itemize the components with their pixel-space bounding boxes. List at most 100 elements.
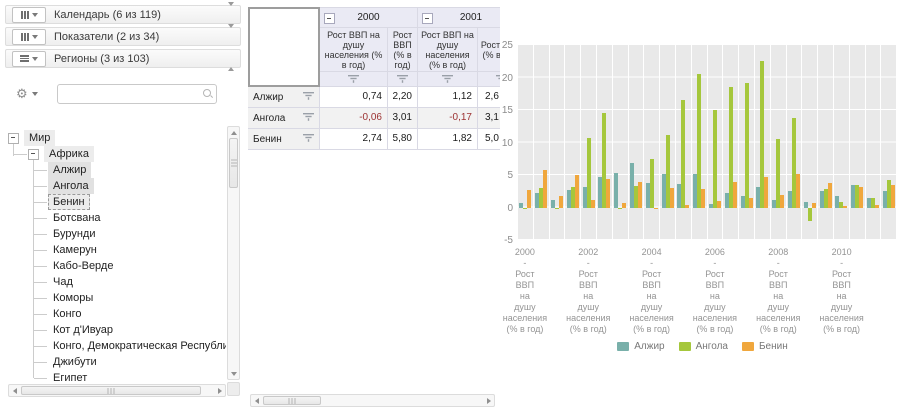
tree-item-Конго[interactable]: Конго: [0, 306, 226, 322]
regions-layout-button[interactable]: [12, 50, 46, 67]
bar-Алжир: [614, 173, 619, 208]
scroll-left-arrow[interactable]: [9, 385, 20, 396]
collapse-expander-icon[interactable]: [28, 148, 39, 160]
collapse-chevron-icon[interactable]: [228, 49, 234, 71]
filter-funnel-icon[interactable]: [348, 70, 359, 88]
row-header-Алжир[interactable]: Алжир: [248, 87, 320, 108]
x-axis-tick-label: 2000- Рост ВВП на душу населения (% в год): [502, 247, 548, 334]
tree-item-Ботсвана[interactable]: Ботсвана: [0, 210, 226, 226]
table-horizontal-scrollbar[interactable]: [250, 394, 495, 407]
bar-Ангола: [870, 197, 875, 208]
tree-item-Алжир[interactable]: Алжир: [0, 162, 226, 178]
filter-funnel-icon[interactable]: [303, 91, 314, 103]
scrollbar-thumb[interactable]: [21, 386, 201, 395]
filter-funnel-icon[interactable]: [303, 112, 314, 124]
tree-item-Бурунди[interactable]: Бурунди: [0, 226, 226, 242]
filter-funnel-icon[interactable]: [442, 70, 453, 88]
gear-icon: ⚙: [16, 86, 28, 101]
tree-item-label[interactable]: Кот д'Ивуар: [53, 324, 114, 336]
calendar-layout-button[interactable]: [12, 6, 46, 23]
tree-settings-button[interactable]: ⚙: [16, 87, 38, 100]
tree-item-Камерун[interactable]: Камерун: [0, 242, 226, 258]
tree-item-label[interactable]: Африка: [44, 146, 94, 162]
scrollbar-thumb[interactable]: [229, 138, 238, 188]
legend-label: Бенин: [758, 341, 788, 352]
year-label: 2001: [459, 12, 483, 23]
filter-funnel-icon[interactable]: [397, 70, 408, 88]
legend-item-Алжир: Алжир: [617, 341, 665, 352]
bar-Бенин: [622, 202, 627, 208]
bar-Алжир: [819, 190, 824, 208]
collapse-minus-icon[interactable]: [422, 13, 433, 24]
tree-item-Чад[interactable]: Чад: [0, 274, 226, 290]
indicators-layout-button[interactable]: [12, 28, 46, 45]
y-axis-tick-label: 25: [501, 40, 513, 51]
tree-item-label[interactable]: Ангола: [48, 178, 94, 194]
tree-item-Ангола[interactable]: Ангола: [0, 178, 226, 194]
row-header-Ангола[interactable]: Ангола: [248, 108, 320, 129]
tree-item-label[interactable]: Кабо-Верде: [53, 260, 114, 272]
chart-legend: Алжир Ангола Бенин: [505, 341, 900, 352]
panel-header-indicators[interactable]: Показатели (2 из 34): [5, 23, 241, 46]
scroll-left-arrow[interactable]: [251, 395, 262, 406]
tree-item-Кот д'Ивуар[interactable]: Кот д'Ивуар: [0, 322, 226, 338]
value-cell: 2,20: [388, 87, 418, 108]
search-icon[interactable]: [203, 89, 211, 97]
filter-funnel-icon[interactable]: [495, 70, 500, 88]
region-search-row: ⚙: [0, 84, 246, 108]
bar-Алжир: [803, 201, 808, 208]
indicator-column-header[interactable]: Рост ВВП (% в год): [478, 28, 500, 72]
tree-item-label[interactable]: Джибути: [53, 356, 97, 368]
indicator-column-header[interactable]: Рост ВВП на душу населения (% в год): [418, 28, 478, 72]
column-filter-cell[interactable]: [320, 72, 388, 87]
column-filter-cell[interactable]: [418, 72, 478, 87]
tree-item-Кабо-Верде[interactable]: Кабо-Верде: [0, 258, 226, 274]
panel-header-regions[interactable]: Регионы (3 из 103): [5, 49, 241, 71]
collapse-minus-icon[interactable]: [324, 13, 335, 24]
tree-item-label[interactable]: Бурунди: [53, 228, 96, 240]
scroll-down-arrow[interactable]: [228, 368, 239, 379]
tree-item-label[interactable]: Мир: [24, 130, 56, 146]
column-filter-cell[interactable]: [478, 72, 500, 87]
search-input[interactable]: [62, 86, 196, 104]
tree-item-Конго, Демократическая Республика[interactable]: Конго, Демократическая Республика: [0, 338, 226, 354]
panel-header-calendar[interactable]: Календарь (6 из 119): [5, 1, 241, 24]
tree-item-Мир[interactable]: Мир: [0, 130, 226, 146]
tree-item-label[interactable]: Египет: [53, 372, 88, 384]
tree-item-Джибути[interactable]: Джибути: [0, 354, 226, 370]
tree-item-Египет[interactable]: Египет: [0, 370, 226, 384]
row-header-Бенин[interactable]: Бенин: [248, 129, 320, 150]
bar-Бенин: [669, 188, 674, 208]
tree-item-Африка[interactable]: Африка: [0, 146, 226, 162]
tree-vertical-scrollbar[interactable]: [227, 126, 240, 380]
scroll-right-arrow[interactable]: [483, 395, 494, 406]
scroll-up-arrow[interactable]: [228, 127, 239, 138]
tree-item-label[interactable]: Конго, Демократическая Республика: [53, 340, 226, 352]
collapse-expander-icon[interactable]: [8, 132, 19, 144]
collapse-chevron-icon[interactable]: [228, 1, 234, 24]
table-corner-cell[interactable]: [248, 7, 320, 87]
bar-group-2003-per-capita: [611, 45, 628, 240]
panel-title-regions: Регионы (3 из 103): [54, 52, 150, 65]
bar-Ангола: [665, 134, 670, 208]
collapse-chevron-icon[interactable]: [228, 23, 234, 46]
scroll-right-arrow[interactable]: [214, 385, 225, 396]
tree-item-label[interactable]: Конго: [53, 308, 82, 320]
column-filter-cell[interactable]: [388, 72, 418, 87]
tree-item-Коморы[interactable]: Коморы: [0, 290, 226, 306]
bar-Бенин: [653, 207, 658, 209]
filter-funnel-icon[interactable]: [303, 133, 314, 145]
tree-item-label[interactable]: Коморы: [53, 292, 94, 304]
scrollbar-thumb[interactable]: [263, 396, 321, 405]
indicator-column-header[interactable]: Рост ВВП (% в год): [388, 28, 418, 72]
year-group-header-2000[interactable]: 2000: [320, 7, 418, 28]
tree-item-Бенин[interactable]: Бенин: [0, 194, 226, 210]
tree-item-label[interactable]: Чад: [53, 276, 73, 288]
tree-item-label[interactable]: Бенин: [48, 194, 90, 210]
tree-item-label[interactable]: Алжир: [48, 162, 92, 178]
tree-horizontal-scrollbar[interactable]: [8, 384, 226, 397]
tree-item-label[interactable]: Камерун: [53, 244, 97, 256]
tree-item-label[interactable]: Ботсвана: [53, 212, 101, 224]
year-group-header-2001[interactable]: 2001: [418, 7, 500, 28]
indicator-column-header[interactable]: Рост ВВП на душу населения (% в год): [320, 28, 388, 72]
